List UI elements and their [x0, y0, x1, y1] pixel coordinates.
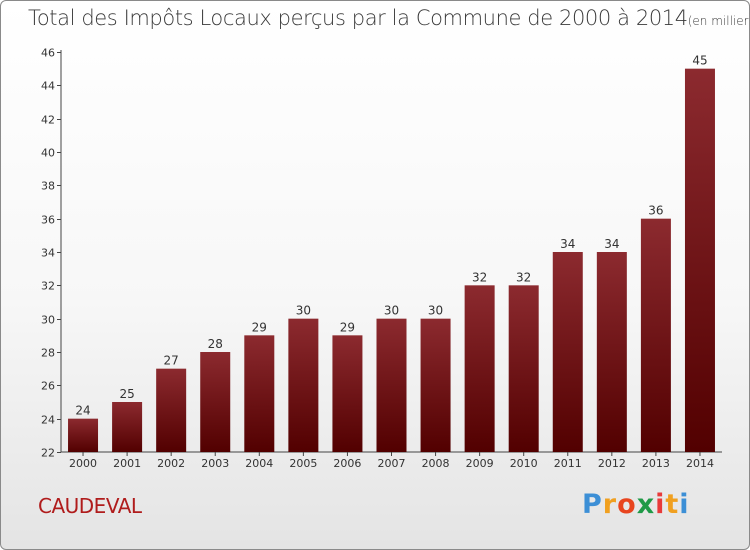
data-label: 32 — [516, 270, 531, 284]
bar — [332, 335, 363, 452]
title-unit: (en milliers d'€) — [687, 14, 749, 28]
y-tick-label: 22 — [41, 447, 55, 460]
y-tick-label: 26 — [41, 380, 55, 393]
y-tick-label: 44 — [41, 80, 55, 93]
y-tick-label: 28 — [41, 347, 55, 360]
x-tick-label: 2012 — [598, 457, 626, 470]
bar — [244, 335, 275, 452]
x-tick-label: 2000 — [69, 457, 97, 470]
data-label: 29 — [340, 320, 355, 334]
x-tick-label: 2004 — [245, 457, 273, 470]
commune-name: CAUDEVAL — [38, 494, 142, 518]
data-label: 25 — [119, 387, 134, 401]
x-tick-label: 2007 — [378, 457, 406, 470]
y-tick-label: 42 — [41, 114, 55, 127]
chart-title: Total des Impôts Locaux perçus par la Co… — [28, 6, 749, 30]
data-label: 36 — [648, 204, 663, 218]
y-tick-label: 24 — [41, 414, 55, 427]
x-tick-label: 2001 — [113, 457, 141, 470]
bar — [156, 368, 187, 452]
logo-letter: t — [665, 489, 680, 520]
x-tick-label: 2011 — [554, 457, 582, 470]
data-label: 32 — [472, 270, 487, 284]
y-tick-label: 36 — [41, 214, 55, 227]
x-tick-label: 2005 — [289, 457, 317, 470]
logo-letter: P — [582, 489, 603, 520]
x-tick-label: 2009 — [466, 457, 494, 470]
bar — [684, 68, 715, 453]
x-tick-label: 2010 — [510, 457, 538, 470]
x-tick-label: 2003 — [201, 457, 229, 470]
bar — [376, 318, 407, 452]
logo-letter: x — [636, 489, 656, 520]
x-tick-label: 2006 — [333, 457, 361, 470]
data-label: 30 — [384, 304, 399, 318]
data-label: 27 — [164, 354, 179, 368]
y-tick-label: 34 — [41, 247, 55, 260]
bar — [640, 218, 671, 452]
data-label: 34 — [604, 237, 619, 251]
data-label: 28 — [208, 337, 223, 351]
data-label: 29 — [252, 320, 267, 334]
bar — [68, 418, 99, 452]
data-label: 24 — [75, 404, 90, 418]
logo-letter: o — [617, 489, 637, 520]
logo-letter: i — [679, 489, 690, 520]
bar — [552, 252, 583, 452]
y-tick-label: 40 — [41, 147, 55, 160]
x-tick-label: 2002 — [157, 457, 185, 470]
bar — [420, 318, 451, 452]
logo-letter: i — [655, 489, 666, 520]
data-label: 30 — [428, 304, 443, 318]
y-tick-label: 38 — [41, 180, 55, 193]
bar — [112, 402, 143, 452]
title-main: Total des Impôts Locaux perçus par la Co… — [28, 6, 688, 30]
proxiti-logo: Proxiti — [582, 489, 690, 520]
bar — [464, 285, 495, 452]
y-tick-label: 32 — [41, 280, 55, 293]
bar — [596, 252, 627, 452]
x-tick-label: 2014 — [686, 457, 714, 470]
bar — [200, 352, 231, 452]
data-label: 45 — [692, 54, 707, 68]
bar — [288, 318, 319, 452]
x-tick-label: 2008 — [422, 457, 450, 470]
x-tick-label: 2013 — [642, 457, 670, 470]
data-label: 30 — [296, 304, 311, 318]
bar — [508, 285, 539, 452]
logo-letter: r — [602, 489, 618, 520]
y-tick-label: 30 — [41, 314, 55, 327]
y-tick-label: 46 — [41, 47, 55, 60]
data-label: 34 — [560, 237, 575, 251]
